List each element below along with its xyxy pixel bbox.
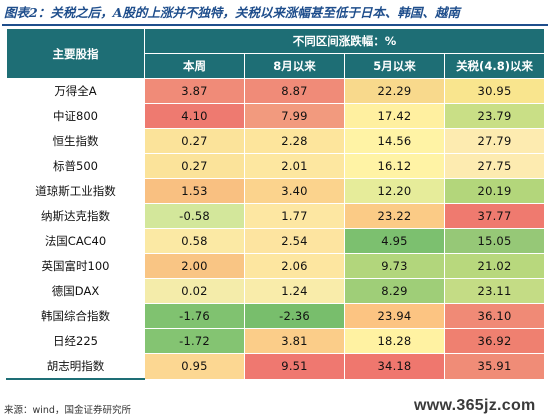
table-row: 万得全A 3.87 8.87 22.29 30.95 — [6, 78, 546, 104]
col-header-since-aug: 8月以来 — [244, 53, 345, 79]
return-value-cell: 12.20 — [344, 178, 445, 204]
return-value-cell: 16.12 — [344, 153, 445, 179]
index-name-cell: 标普500 — [6, 153, 145, 179]
return-value-cell: 4.95 — [344, 228, 445, 254]
return-value-cell: 9.73 — [344, 253, 445, 279]
return-value-cell: 23.11 — [443, 278, 546, 304]
col-header-week: 本周 — [144, 53, 245, 79]
table-row: 恒生指数 0.27 2.28 14.56 27.79 — [6, 128, 546, 154]
return-value-cell: -1.72 — [144, 328, 245, 354]
col-header-since-tariff: 关税(4.8)以来 — [443, 53, 546, 79]
return-value-cell: 0.27 — [144, 128, 245, 154]
return-value-cell: 2.01 — [244, 153, 345, 179]
return-value-cell: 8.29 — [344, 278, 445, 304]
return-value-cell: 17.42 — [344, 103, 445, 129]
table-row: 英国富时100 2.00 2.06 9.73 21.02 — [6, 253, 546, 279]
return-value-cell: 0.02 — [144, 278, 245, 304]
return-value-cell: 7.99 — [244, 103, 345, 129]
table-row: 德国DAX 0.02 1.24 8.29 23.11 — [6, 278, 546, 304]
return-value-cell: 3.40 — [244, 178, 345, 204]
return-value-cell: 34.18 — [344, 353, 445, 380]
index-name-cell: 法国CAC40 — [6, 228, 145, 254]
index-name-cell: 纳斯达克指数 — [6, 203, 145, 229]
table-row: 标普500 0.27 2.01 16.12 27.75 — [6, 153, 546, 179]
return-value-cell: 30.95 — [443, 78, 546, 104]
return-value-cell: 3.81 — [244, 328, 345, 354]
return-value-cell: -0.58 — [144, 203, 245, 229]
table-row: 法国CAC40 0.58 2.54 4.95 15.05 — [6, 228, 546, 254]
index-name-cell: 德国DAX — [6, 278, 145, 304]
return-value-cell: 14.56 — [344, 128, 445, 154]
return-value-cell: 1.77 — [244, 203, 345, 229]
return-value-cell: 4.10 — [144, 103, 245, 129]
table-row: 纳斯达克指数 -0.58 1.77 23.22 37.77 — [6, 203, 546, 229]
return-value-cell: 2.00 — [144, 253, 245, 279]
return-value-cell: 3.87 — [144, 78, 245, 104]
group-header: 不同区间涨跌幅：% — [143, 28, 546, 54]
return-value-cell: 37.77 — [443, 203, 546, 229]
return-value-cell: 36.10 — [443, 303, 546, 329]
return-value-cell: 23.94 — [344, 303, 445, 329]
table-row: 日经225 -1.72 3.81 18.28 36.92 — [6, 328, 546, 354]
return-value-cell: 15.05 — [443, 228, 546, 254]
caption-divider — [2, 24, 548, 26]
index-name-cell: 胡志明指数 — [6, 353, 145, 380]
table-row: 韩国综合指数 -1.76 -2.36 23.94 36.10 — [6, 303, 546, 329]
table-row: 胡志明指数 0.95 9.51 34.18 35.91 — [6, 353, 546, 380]
site-watermark: www.365jz.com — [414, 397, 536, 414]
index-returns-table: 主要股指 不同区间涨跌幅：% 本周 8月以来 5月以来 关税(4.8)以来 万得… — [6, 28, 546, 380]
table-row: 道琼斯工业指数 1.53 3.40 12.20 20.19 — [6, 178, 546, 204]
index-name-cell: 万得全A — [6, 78, 145, 104]
row-header: 主要股指 — [6, 28, 145, 79]
return-value-cell: 22.29 — [344, 78, 445, 104]
return-value-cell: 2.06 — [244, 253, 345, 279]
index-name-cell: 日经225 — [6, 328, 145, 354]
return-value-cell: 9.51 — [244, 353, 345, 380]
index-name-cell: 中证800 — [6, 103, 145, 129]
col-header-since-may: 5月以来 — [344, 53, 445, 79]
return-value-cell: -1.76 — [144, 303, 245, 329]
return-value-cell: 23.22 — [344, 203, 445, 229]
index-name-cell: 英国富时100 — [6, 253, 145, 279]
source-note: 来源：wind，国金证券研究所 — [4, 405, 131, 416]
return-value-cell: 2.54 — [244, 228, 345, 254]
return-value-cell: 0.58 — [144, 228, 245, 254]
return-value-cell: 8.87 — [244, 78, 345, 104]
return-value-cell: 0.27 — [144, 153, 245, 179]
return-value-cell: 2.28 — [244, 128, 345, 154]
return-value-cell: 27.75 — [443, 153, 546, 179]
return-value-cell: 0.95 — [144, 353, 245, 380]
figure-caption: 图表2：关税之后，A股的上涨并不独特，关税以来涨幅甚至低于日本、韩国、越南 — [4, 5, 460, 20]
return-value-cell: -2.36 — [244, 303, 345, 329]
return-value-cell: 36.92 — [443, 328, 546, 354]
index-name-cell: 韩国综合指数 — [6, 303, 145, 329]
return-value-cell: 23.79 — [443, 103, 546, 129]
return-value-cell: 27.79 — [443, 128, 546, 154]
return-value-cell: 18.28 — [344, 328, 445, 354]
index-name-cell: 恒生指数 — [6, 128, 145, 154]
index-name-cell: 道琼斯工业指数 — [6, 178, 145, 204]
return-value-cell: 21.02 — [443, 253, 546, 279]
return-value-cell: 1.24 — [244, 278, 345, 304]
return-value-cell: 35.91 — [443, 353, 546, 380]
return-value-cell: 20.19 — [443, 178, 546, 204]
return-value-cell: 1.53 — [144, 178, 245, 204]
table-row: 中证800 4.10 7.99 17.42 23.79 — [6, 103, 546, 129]
